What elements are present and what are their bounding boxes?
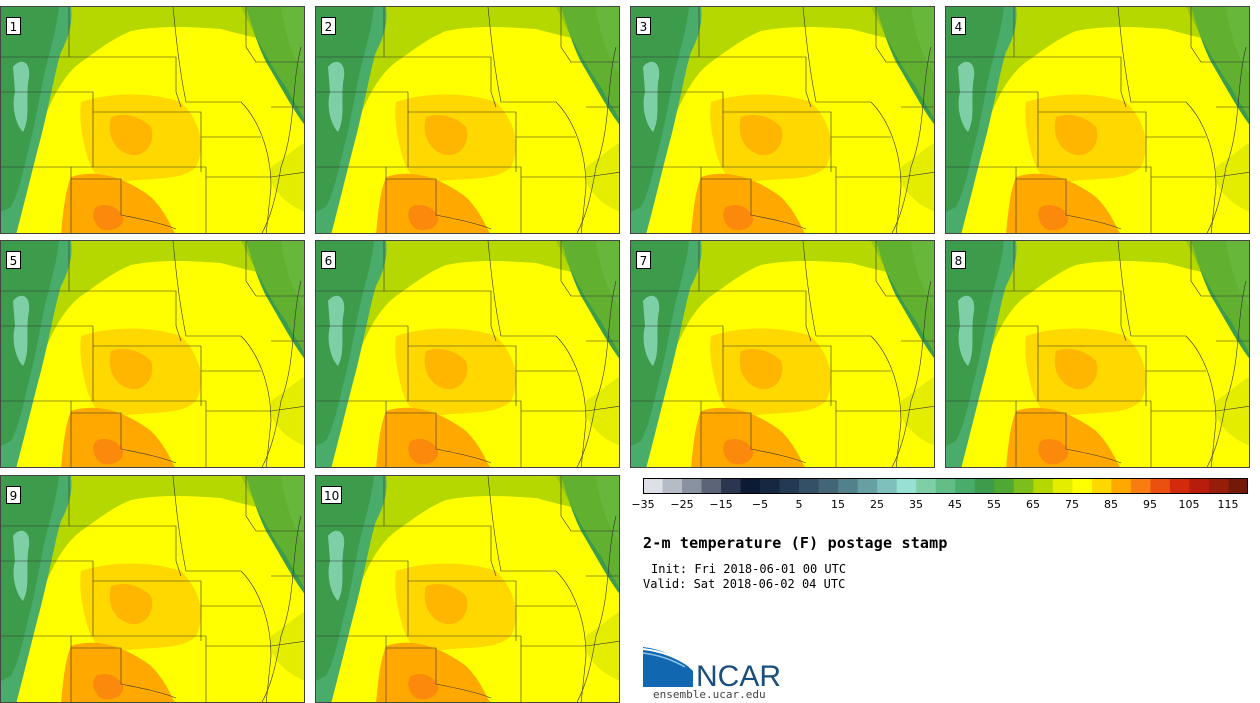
colorbar-segment xyxy=(643,478,664,494)
colorbar-segment xyxy=(662,478,683,494)
member-number: 7 xyxy=(636,251,651,269)
temperature-map xyxy=(946,7,1249,233)
member-panel: 5 xyxy=(0,240,305,468)
colorbar-segment xyxy=(838,478,859,494)
member-number: 5 xyxy=(6,251,21,269)
member-panel: 7 xyxy=(630,240,935,468)
member-number: 4 xyxy=(951,17,966,35)
member-number: 10 xyxy=(321,486,343,504)
colorbar-segment xyxy=(1052,478,1073,494)
colorbar-tick-label: 105 xyxy=(1178,498,1200,511)
colorbar-segment xyxy=(760,478,781,494)
member-panel: 3 xyxy=(630,6,935,234)
colorbar-segment xyxy=(1228,478,1248,494)
member-panel: 6 xyxy=(315,240,620,468)
valid-time: Valid: Sat 2018-06-02 04 UTC xyxy=(643,577,846,591)
colorbar-segment xyxy=(818,478,839,494)
member-number: 2 xyxy=(321,17,336,35)
colorbar-segment xyxy=(701,478,722,494)
colorbar-tick-label: 5 xyxy=(795,498,803,511)
temperature-map xyxy=(631,241,934,467)
temperature-map xyxy=(1,476,304,702)
colorbar-segment xyxy=(799,478,820,494)
temperature-map xyxy=(946,241,1249,467)
ncar-logo: NCAR xyxy=(643,647,781,689)
colorbar-tick-label: 85 xyxy=(1104,498,1118,511)
member-panel: 8 xyxy=(945,240,1250,468)
colorbar-segment xyxy=(779,478,800,494)
colorbar-segment xyxy=(974,478,995,494)
temperature-map xyxy=(1,241,304,467)
colorbar-tick-label: −15 xyxy=(709,498,733,511)
colorbar-segment xyxy=(682,478,703,494)
colorbar-segment xyxy=(1169,478,1190,494)
colorbar-tick-label: 25 xyxy=(870,498,884,511)
colorbar-segment xyxy=(955,478,976,494)
colorbar-tick-label: 55 xyxy=(987,498,1001,511)
colorbar-segment xyxy=(1091,478,1112,494)
temperature-map xyxy=(316,241,619,467)
member-panel: 9 xyxy=(0,475,305,703)
member-number: 3 xyxy=(636,17,651,35)
member-panel: 2 xyxy=(315,6,620,234)
colorbar-tick-label: 95 xyxy=(1143,498,1157,511)
colorbar-tick-label: −25 xyxy=(670,498,694,511)
colorbar-segment xyxy=(857,478,878,494)
member-panel: 1 xyxy=(0,6,305,234)
member-panel: 4 xyxy=(945,6,1250,234)
colorbar xyxy=(643,478,1248,494)
colorbar-tick-label: 15 xyxy=(831,498,845,511)
colorbar-segment xyxy=(896,478,917,494)
member-number: 8 xyxy=(951,251,966,269)
temperature-map xyxy=(1,7,304,233)
colorbar-tick-label: 65 xyxy=(1026,498,1040,511)
site-url: ensemble.ucar.edu xyxy=(653,688,766,701)
colorbar-frame xyxy=(643,478,1248,494)
colorbar-segment xyxy=(1130,478,1151,494)
member-number: 9 xyxy=(6,486,21,504)
colorbar-segment xyxy=(877,478,898,494)
colorbar-segment xyxy=(1033,478,1054,494)
colorbar-segment xyxy=(1189,478,1210,494)
colorbar-tick-label: 75 xyxy=(1065,498,1079,511)
colorbar-segment xyxy=(1013,478,1034,494)
temperature-map xyxy=(316,476,619,702)
colorbar-segment xyxy=(994,478,1015,494)
svg-text:NCAR: NCAR xyxy=(696,660,781,689)
colorbar-segment xyxy=(1072,478,1093,494)
member-number: 6 xyxy=(321,251,336,269)
colorbar-tick-label: 45 xyxy=(948,498,962,511)
product-title: 2-m temperature (F) postage stamp xyxy=(643,534,948,552)
member-panel: 10 xyxy=(315,475,620,703)
colorbar-tick-label: −5 xyxy=(751,498,769,511)
member-number: 1 xyxy=(6,17,21,35)
colorbar-tick-label: 35 xyxy=(909,498,923,511)
colorbar-segment xyxy=(721,478,742,494)
colorbar-segment xyxy=(1208,478,1229,494)
colorbar-tick-label: −35 xyxy=(631,498,655,511)
init-time: Init: Fri 2018-06-01 00 UTC xyxy=(651,562,847,576)
colorbar-segment xyxy=(1150,478,1171,494)
colorbar-tick-labels: −35 −25 −15 −5 5 15 25 35 45 55 65 75 85 95 105 115 xyxy=(631,498,1253,514)
colorbar-segment xyxy=(740,478,761,494)
colorbar-segment xyxy=(916,478,937,494)
colorbar-segment xyxy=(1111,478,1132,494)
colorbar-segment xyxy=(935,478,956,494)
colorbar-tick-label: 115 xyxy=(1217,498,1239,511)
temperature-map xyxy=(316,7,619,233)
temperature-map xyxy=(631,7,934,233)
